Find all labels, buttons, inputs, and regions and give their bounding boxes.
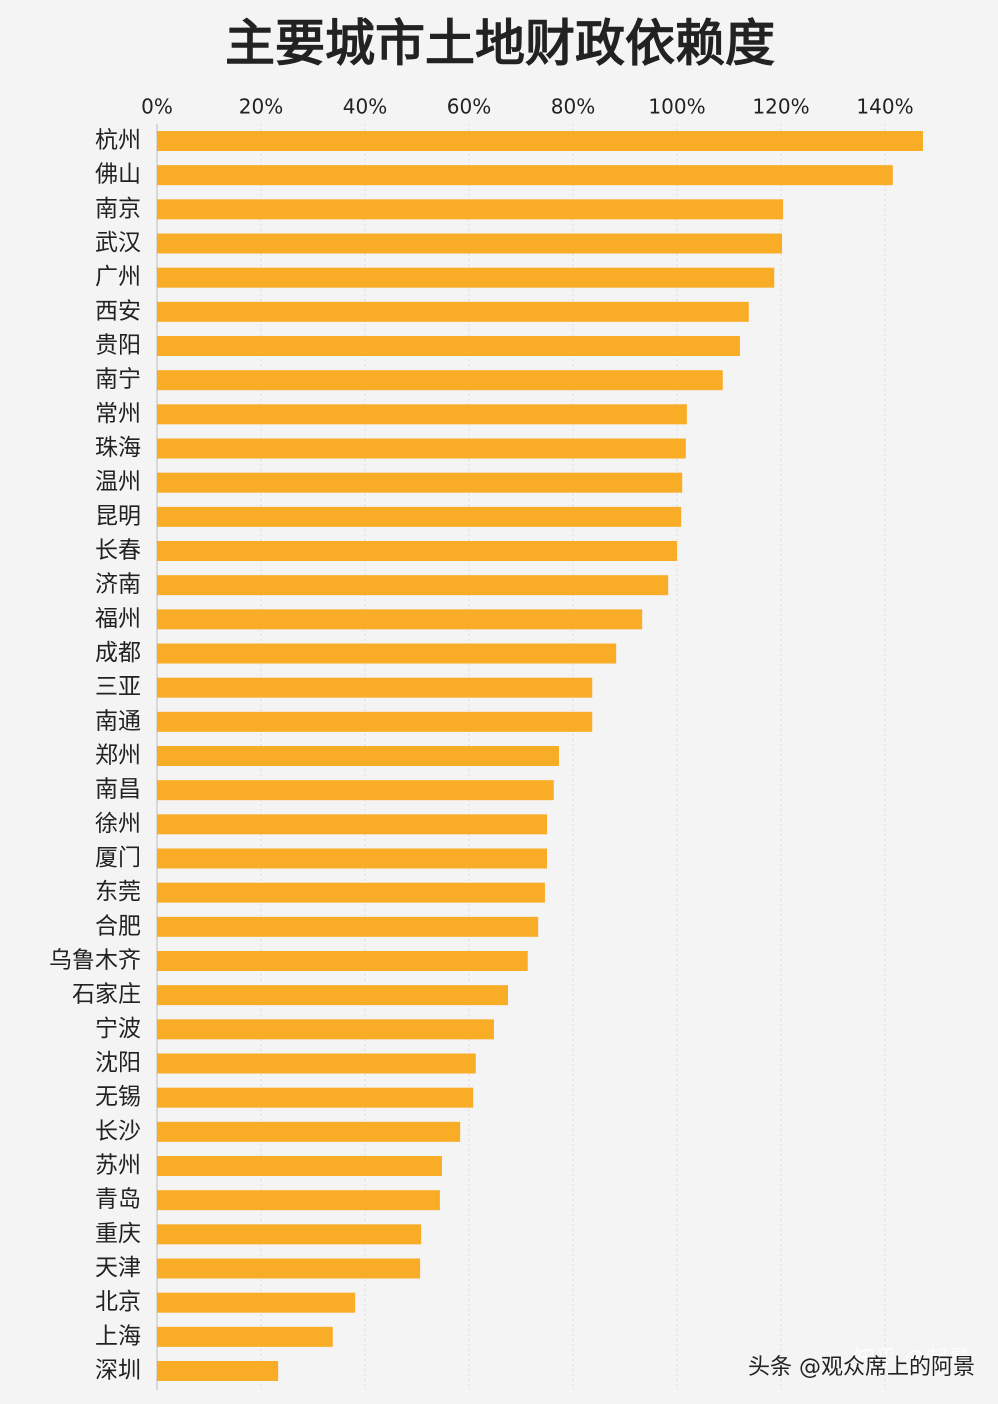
bar bbox=[157, 814, 547, 835]
y-tick-label: 合肥 bbox=[95, 913, 141, 939]
y-tick-label: 佛山 bbox=[95, 162, 141, 188]
y-tick-label: 青岛 bbox=[95, 1187, 141, 1213]
x-tick-label: 60% bbox=[447, 95, 491, 119]
bar bbox=[157, 1224, 422, 1245]
y-tick-label: 长沙 bbox=[95, 1118, 141, 1144]
bar bbox=[157, 882, 545, 903]
y-tick-label: 南京 bbox=[95, 196, 141, 222]
bar bbox=[157, 916, 539, 937]
y-tick-label: 石家庄 bbox=[72, 982, 141, 1008]
y-tick-label: 厦门 bbox=[95, 845, 141, 871]
y-tick-label: 三亚 bbox=[95, 674, 141, 700]
x-tick-label: 20% bbox=[239, 95, 283, 119]
y-tick-label: 乌鲁木齐 bbox=[49, 948, 141, 974]
bar bbox=[157, 1326, 333, 1347]
y-tick-label: 杭州 bbox=[95, 128, 141, 154]
bar bbox=[157, 438, 686, 459]
bar bbox=[157, 1087, 474, 1108]
y-tick-label: 南通 bbox=[95, 708, 141, 734]
bar bbox=[157, 575, 669, 596]
y-tick-label: 无锡 bbox=[95, 1084, 141, 1110]
bar bbox=[157, 1190, 440, 1211]
y-tick-label: 武汉 bbox=[95, 230, 141, 256]
y-tick-label: 南昌 bbox=[95, 777, 141, 803]
bar bbox=[157, 472, 683, 493]
y-tick-label: 长春 bbox=[95, 538, 141, 564]
y-tick-label: 沈阳 bbox=[95, 1050, 141, 1076]
bar bbox=[157, 1361, 279, 1381]
watermark: 头条 @观众席上的阿景 bbox=[748, 1355, 975, 1380]
x-tick-label: 0% bbox=[141, 95, 173, 119]
y-tick-label: 福州 bbox=[95, 606, 141, 632]
y-tick-label: 贵阳 bbox=[95, 333, 141, 359]
bar bbox=[157, 1019, 494, 1040]
bar bbox=[157, 404, 687, 425]
bar bbox=[157, 233, 783, 254]
y-tick-label: 苏州 bbox=[95, 1153, 141, 1179]
bar bbox=[157, 506, 682, 527]
y-tick-label: 温州 bbox=[95, 469, 141, 495]
x-tick-label: 40% bbox=[343, 95, 387, 119]
bar bbox=[157, 165, 893, 186]
bar bbox=[157, 780, 554, 801]
x-tick-label: 120% bbox=[752, 95, 809, 119]
y-tick-label: 广州 bbox=[95, 264, 141, 290]
bar bbox=[157, 1053, 476, 1074]
bar bbox=[157, 746, 559, 766]
bar bbox=[157, 848, 547, 869]
bar bbox=[157, 336, 740, 356]
bar bbox=[157, 951, 528, 971]
x-tick-label: 80% bbox=[551, 95, 595, 119]
y-tick-label: 重庆 bbox=[95, 1221, 141, 1247]
x-tick-label: 100% bbox=[648, 95, 705, 119]
bar bbox=[157, 985, 508, 1006]
y-tick-label: 天津 bbox=[95, 1255, 141, 1281]
y-tick-label: 常州 bbox=[95, 401, 141, 427]
bar bbox=[157, 1121, 461, 1142]
bar bbox=[157, 1292, 356, 1313]
bar bbox=[157, 267, 775, 288]
y-tick-label: 成都 bbox=[95, 640, 141, 666]
bar bbox=[157, 711, 593, 732]
y-tick-label: 徐州 bbox=[95, 811, 141, 837]
x-tick-label: 140% bbox=[856, 95, 913, 119]
y-tick-label: 西安 bbox=[95, 298, 141, 324]
bar bbox=[157, 677, 593, 698]
y-tick-label: 上海 bbox=[95, 1323, 141, 1349]
y-tick-label: 北京 bbox=[95, 1289, 141, 1315]
bar bbox=[157, 370, 723, 391]
y-tick-label: 昆明 bbox=[95, 503, 141, 529]
y-tick-label: 珠海 bbox=[95, 435, 141, 461]
bar bbox=[157, 301, 749, 322]
y-tick-label: 南宁 bbox=[95, 367, 141, 393]
bar bbox=[157, 1156, 442, 1176]
y-tick-label: 深圳 bbox=[95, 1358, 141, 1384]
y-tick-label: 宁波 bbox=[95, 1016, 141, 1042]
y-tick-label: 郑州 bbox=[95, 743, 141, 769]
bar bbox=[157, 541, 677, 561]
y-tick-label: 东莞 bbox=[95, 879, 141, 905]
y-tick-label: 济南 bbox=[95, 572, 141, 598]
watermark: 知乎 @郝景 bbox=[853, 1347, 970, 1372]
bar bbox=[157, 609, 643, 630]
bar bbox=[157, 643, 617, 664]
bar bbox=[157, 199, 784, 220]
bar bbox=[157, 1258, 421, 1279]
bar bbox=[157, 131, 923, 151]
chart-title: 主要城市土地财政依赖度 bbox=[225, 15, 775, 73]
